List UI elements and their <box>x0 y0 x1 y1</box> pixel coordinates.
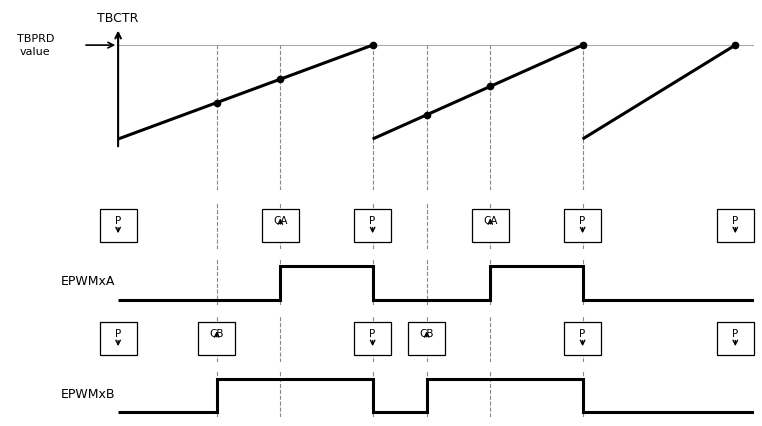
Text: TBPRD
value: TBPRD value <box>17 34 54 57</box>
FancyBboxPatch shape <box>198 322 235 355</box>
FancyBboxPatch shape <box>472 209 509 242</box>
Text: CB: CB <box>419 329 434 339</box>
FancyBboxPatch shape <box>564 209 601 242</box>
Text: CB: CB <box>210 329 224 339</box>
FancyBboxPatch shape <box>100 209 136 242</box>
Text: P: P <box>115 216 121 226</box>
Text: P: P <box>579 216 586 226</box>
Text: P: P <box>579 329 586 339</box>
FancyBboxPatch shape <box>354 322 391 355</box>
Text: EPWMxB: EPWMxB <box>60 388 115 400</box>
FancyBboxPatch shape <box>717 322 754 355</box>
Text: P: P <box>115 329 121 339</box>
Text: P: P <box>732 216 738 226</box>
FancyBboxPatch shape <box>100 322 136 355</box>
Text: P: P <box>370 216 376 226</box>
FancyBboxPatch shape <box>564 322 601 355</box>
Text: EPWMxA: EPWMxA <box>60 275 115 288</box>
FancyBboxPatch shape <box>262 209 299 242</box>
Text: P: P <box>370 329 376 339</box>
FancyBboxPatch shape <box>717 209 754 242</box>
Text: P: P <box>732 329 738 339</box>
Text: TBCTR: TBCTR <box>98 12 139 25</box>
FancyBboxPatch shape <box>408 322 445 355</box>
FancyBboxPatch shape <box>354 209 391 242</box>
Text: CA: CA <box>483 216 498 226</box>
Text: CA: CA <box>273 216 287 226</box>
